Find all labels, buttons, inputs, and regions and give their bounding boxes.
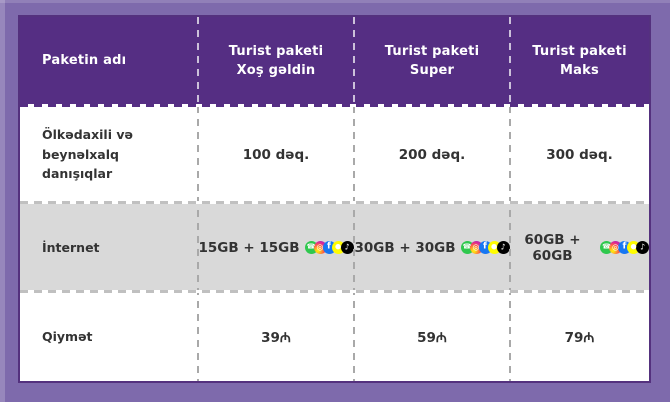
price-value-maks: 79₼ — [564, 329, 595, 346]
row-label-calls: Ölkədaxili və beynəlxalq danışıqlar — [20, 106, 198, 203]
internet-value-super: 30GB + 30GB ☎ ◎ f ● ♪ — [354, 203, 510, 292]
row-divider-dashed — [20, 290, 649, 293]
column-divider-dashed — [353, 17, 355, 381]
calls-value-maks: 300 dəq. — [546, 146, 613, 163]
instagram-icon: ◎ — [609, 241, 622, 254]
internet-value-maks: 60GB + 60GB ☎ ◎ f ● ♪ — [510, 203, 649, 292]
header-label-package-name: Paketin adı — [42, 53, 127, 69]
tiktok-icon: ♪ — [636, 241, 649, 254]
calls-value-xos-geldin: 100 dəq. — [242, 146, 310, 163]
header-line: Xoş gəldin — [236, 62, 316, 78]
calls-value-super: 200 dəq. — [398, 146, 466, 163]
row-divider-dashed — [20, 201, 649, 204]
internet-value-xos-geldin: 15GB + 15GB ☎ ◎ f ● ♪ — [198, 203, 354, 292]
table-header-row: Paketin adı Turist paketi Xoş gəldin Tur… — [20, 17, 649, 106]
social-icons-cluster: ☎ ◎ f ● ♪ — [460, 241, 510, 254]
tiktok-icon: ♪ — [340, 241, 354, 254]
social-icons-cluster: ☎ ◎ f ● ♪ — [600, 241, 649, 254]
row-label-line: Ölkədaxili və beynəlxalq — [42, 127, 133, 162]
header-cell-xos-geldin: Turist paketi Xoş gəldin — [198, 17, 354, 106]
header-line: Turist paketi — [384, 43, 480, 59]
table-row-price: Qiymət 39₼ 59₼ 79₼ — [20, 292, 649, 381]
table-row-internet: İnternet 15GB + 15GB ☎ ◎ f ● ♪ 30GB + 30GB ☎… — [20, 203, 649, 292]
tiktok-icon: ♪ — [496, 241, 510, 254]
row-label-line: Qiymət — [42, 328, 93, 344]
header-line: Maks — [560, 62, 599, 78]
table-row-calls: Ölkədaxili və beynəlxalq danışıqlar 100 … — [20, 106, 649, 203]
row-label-internet: İnternet — [20, 203, 198, 292]
tariff-comparison-table: Paketin adı Turist paketi Xoş gəldin Tur… — [18, 15, 651, 383]
row-label-line: danışıqlar — [42, 166, 113, 182]
column-divider-dashed — [509, 17, 511, 381]
row-divider-dashed — [20, 104, 649, 107]
row-label-price: Qiymət — [20, 292, 198, 381]
social-icons-cluster: ☎ ◎ f ● ♪ — [304, 241, 354, 254]
price-value-super: 59₼ — [417, 329, 447, 346]
header-cell-package-name: Paketin adı — [20, 17, 198, 106]
header-cell-super: Turist paketi Super — [354, 17, 510, 106]
price-value-xos-geldin: 39₼ — [261, 329, 291, 346]
header-line: Turist paketi — [532, 43, 627, 59]
header-line: Super — [409, 62, 455, 78]
header-line: Turist paketi — [228, 43, 324, 59]
column-divider-dashed — [197, 17, 199, 381]
header-cell-maks: Turist paketi Maks — [510, 17, 649, 106]
row-label-line: İnternet — [42, 239, 100, 255]
instagram-icon: ◎ — [313, 241, 327, 254]
instagram-icon: ◎ — [469, 241, 483, 254]
